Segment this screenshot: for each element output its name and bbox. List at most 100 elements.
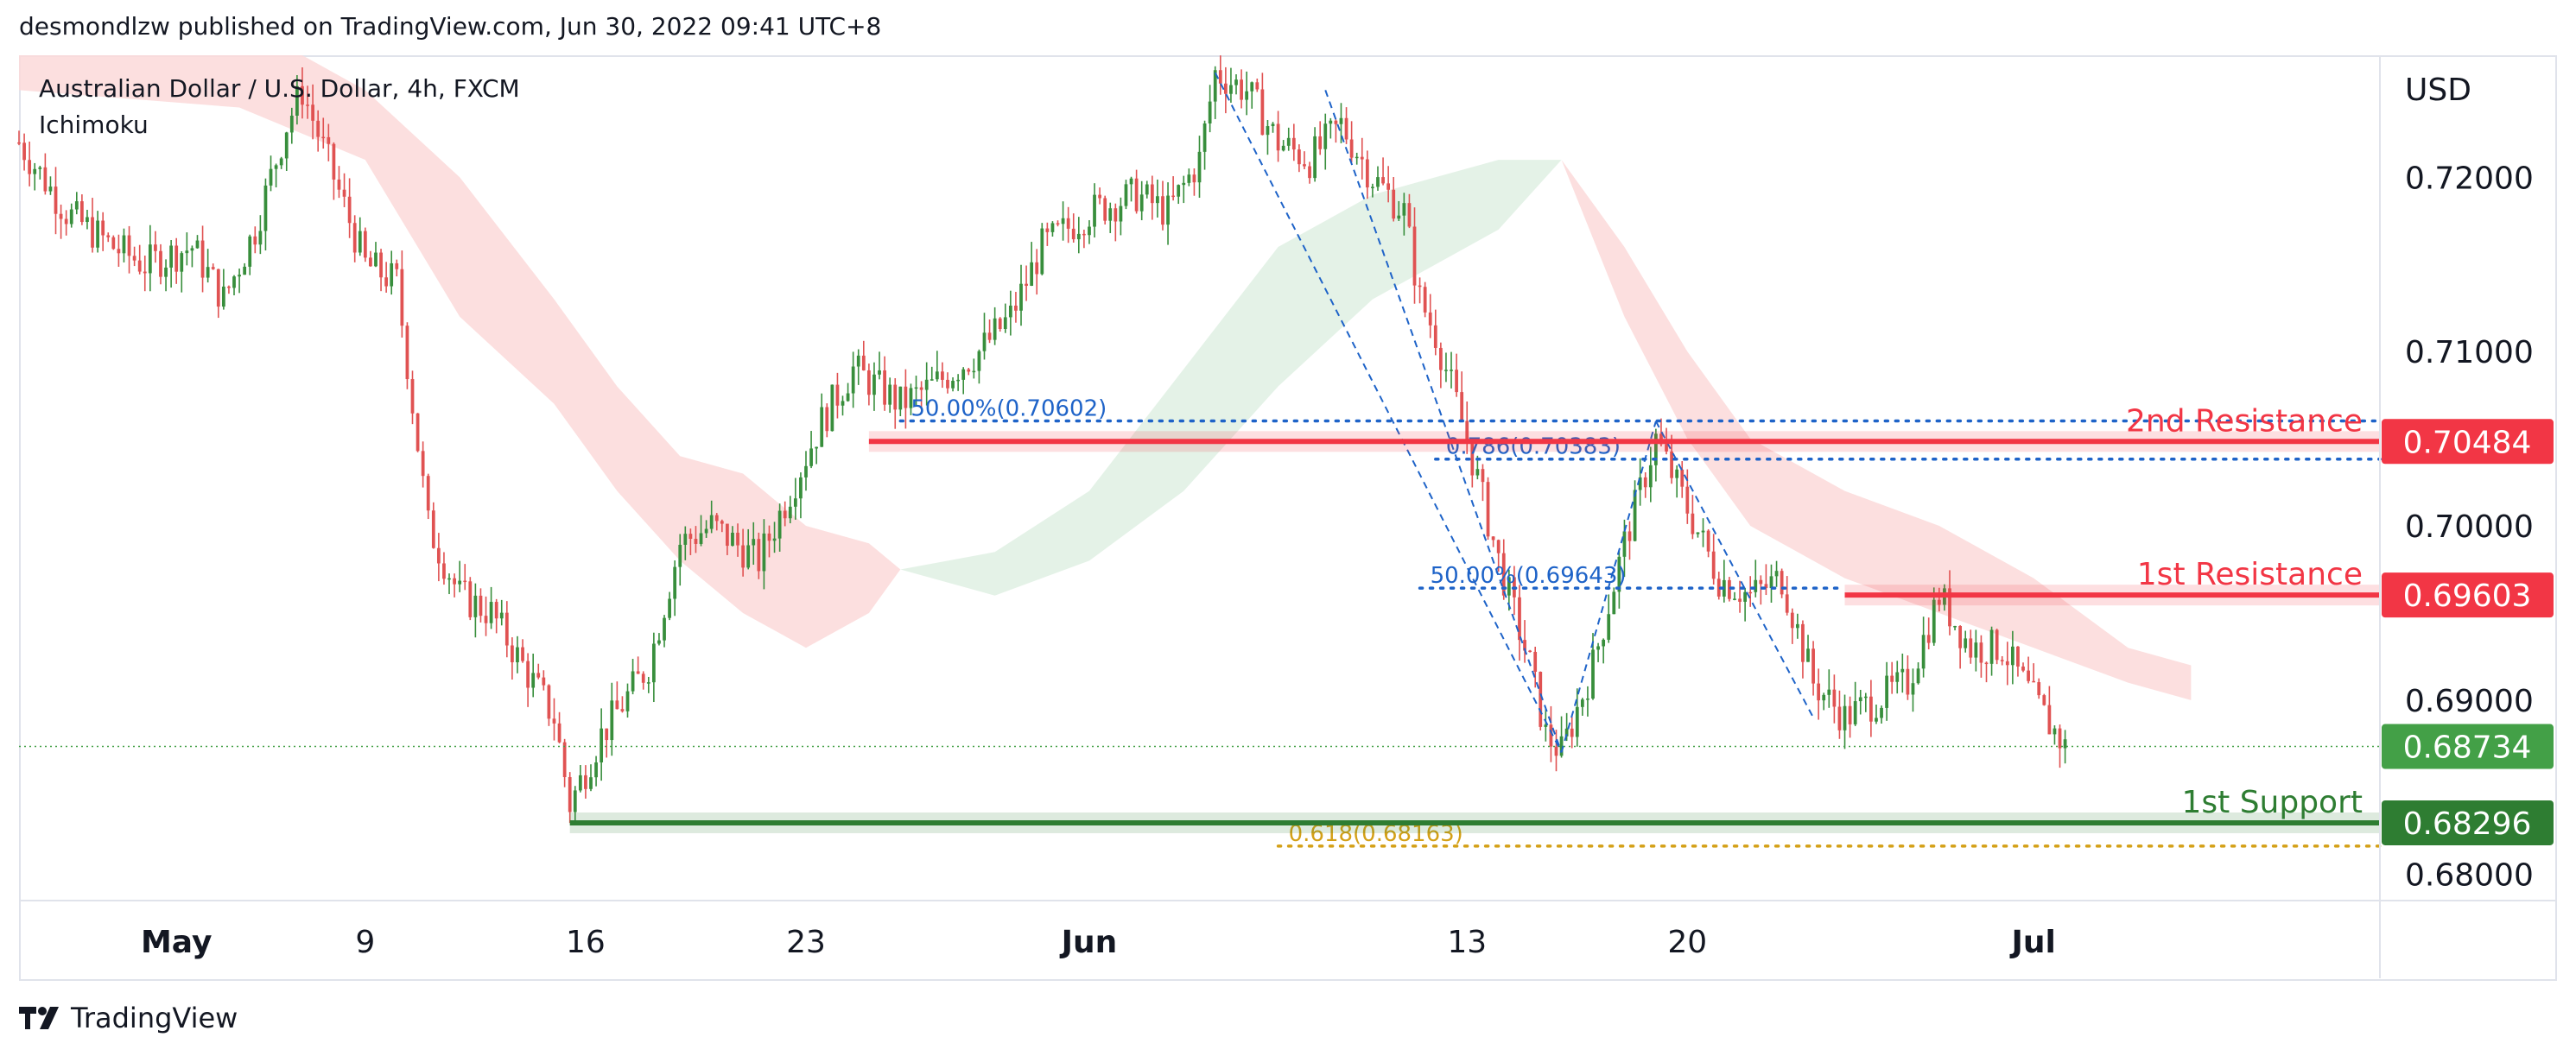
candle	[1617, 551, 1621, 609]
candle-body	[688, 534, 693, 540]
candle	[1040, 223, 1044, 275]
candle-body	[1108, 208, 1113, 221]
candle-body	[1475, 469, 1480, 476]
candle-body	[458, 580, 462, 585]
candle	[521, 639, 524, 663]
candle-body	[1906, 668, 1910, 695]
candle	[1229, 67, 1233, 103]
candle-body	[1989, 629, 1994, 664]
candle-body	[1827, 689, 1831, 695]
candle-body	[2010, 646, 2014, 666]
candle-body	[578, 775, 582, 791]
candle-body	[1402, 203, 1406, 216]
ichimoku-cloud	[19, 55, 2192, 700]
candle-body	[1486, 482, 1490, 537]
candle	[1716, 572, 1721, 600]
candle	[909, 383, 913, 415]
candle	[1638, 458, 1642, 506]
candle	[1108, 202, 1113, 233]
cloud-bullish	[900, 160, 1562, 596]
candle-body	[1811, 648, 1815, 684]
candle	[263, 178, 268, 251]
candle-body	[967, 369, 971, 372]
candle-body	[615, 700, 619, 710]
candle	[458, 560, 462, 592]
candle	[1596, 642, 1600, 662]
candle	[736, 523, 739, 557]
candle-body	[1523, 640, 1526, 651]
candle	[1303, 151, 1306, 170]
candle-body	[1156, 196, 1159, 204]
candle	[332, 142, 336, 200]
candle-body	[185, 250, 189, 254]
candle-body	[1360, 156, 1364, 160]
candle-body	[1276, 123, 1280, 151]
candle	[1696, 532, 1700, 538]
candle-body	[1617, 556, 1621, 592]
candle-body	[1381, 177, 1385, 184]
candle-body	[1670, 451, 1673, 478]
candle	[1433, 309, 1437, 356]
candle	[1129, 176, 1133, 202]
candle	[1139, 180, 1144, 221]
candle	[872, 362, 876, 411]
candle	[2021, 662, 2025, 673]
candle	[1450, 351, 1453, 389]
tradingview-footer[interactable]: TradingView	[19, 1002, 238, 1034]
candle-body	[1025, 283, 1028, 287]
candle	[961, 367, 966, 395]
candle	[1570, 716, 1574, 749]
candle-body	[48, 187, 53, 192]
candle-body	[1313, 136, 1317, 179]
candle-body	[117, 249, 121, 254]
candle-body	[127, 235, 131, 256]
candle-body	[1470, 439, 1475, 476]
candle	[1093, 183, 1096, 238]
candle-body	[1171, 195, 1176, 198]
candle	[1234, 74, 1238, 95]
candle-body	[2063, 739, 2067, 749]
candle	[1355, 152, 1359, 165]
candle-body	[436, 547, 441, 564]
candle	[1916, 662, 1920, 685]
candle-body	[1003, 317, 1007, 329]
candle-body	[1229, 85, 1233, 94]
chart-frame[interactable]	[19, 55, 2557, 981]
candle	[793, 477, 797, 520]
price-tag-current-value: 0.68734	[2403, 730, 2532, 766]
candle-body	[111, 237, 116, 250]
candle	[1906, 655, 1910, 700]
candle	[1460, 371, 1464, 421]
candle-body	[919, 387, 923, 390]
candle-body	[620, 709, 625, 711]
candle-body	[1187, 174, 1191, 183]
x-tick-label: Jul	[2008, 925, 2055, 960]
candle-body	[447, 578, 451, 580]
candle	[1381, 157, 1385, 186]
candle	[1885, 661, 1888, 721]
candle	[1911, 668, 1915, 712]
candle	[914, 376, 918, 406]
candle	[1281, 140, 1285, 152]
candle	[195, 235, 200, 250]
candle	[1423, 281, 1427, 318]
candle-body	[641, 673, 645, 683]
candle	[1795, 613, 1799, 639]
candle	[1076, 217, 1081, 254]
candle-body	[1481, 469, 1485, 483]
candle-body	[1202, 123, 1207, 152]
candle-body	[1344, 117, 1348, 140]
candle-body	[494, 602, 498, 619]
candle	[1533, 646, 1538, 688]
indicator-name[interactable]: Ichimoku	[39, 111, 149, 139]
candle-body	[352, 223, 357, 253]
candle-body	[463, 580, 467, 583]
candle-body	[1318, 136, 1323, 149]
candle-body	[479, 595, 483, 617]
candle	[1371, 183, 1374, 198]
candle-body	[1895, 672, 1900, 682]
candle-body	[835, 384, 840, 406]
candle-body	[1061, 218, 1065, 224]
candle-body	[86, 217, 89, 223]
